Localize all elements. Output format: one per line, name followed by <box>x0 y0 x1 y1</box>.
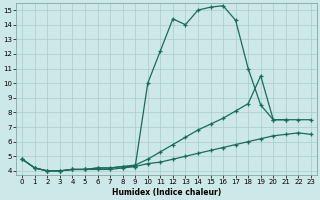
X-axis label: Humidex (Indice chaleur): Humidex (Indice chaleur) <box>112 188 221 197</box>
